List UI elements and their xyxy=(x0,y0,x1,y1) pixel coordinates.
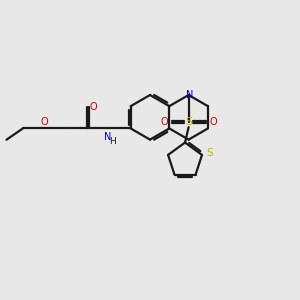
Text: O: O xyxy=(160,117,168,127)
Text: H: H xyxy=(109,137,116,146)
Text: O: O xyxy=(209,117,217,127)
Text: N: N xyxy=(186,90,194,100)
Text: O: O xyxy=(40,117,48,127)
Text: N: N xyxy=(104,132,112,142)
Text: S: S xyxy=(206,148,213,158)
Text: O: O xyxy=(90,102,98,112)
Text: S: S xyxy=(185,117,192,127)
